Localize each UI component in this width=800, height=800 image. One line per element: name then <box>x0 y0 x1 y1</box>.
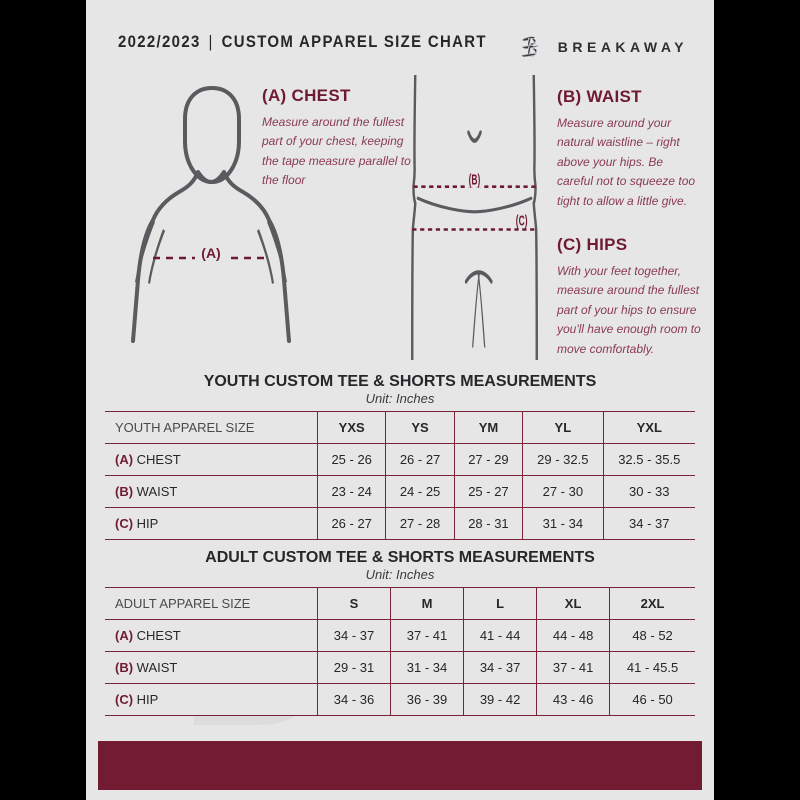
svg-text:(A): (A) <box>201 245 220 261</box>
svg-text:(C): (C) <box>516 212 528 229</box>
svg-text:(B): (B) <box>469 171 481 188</box>
